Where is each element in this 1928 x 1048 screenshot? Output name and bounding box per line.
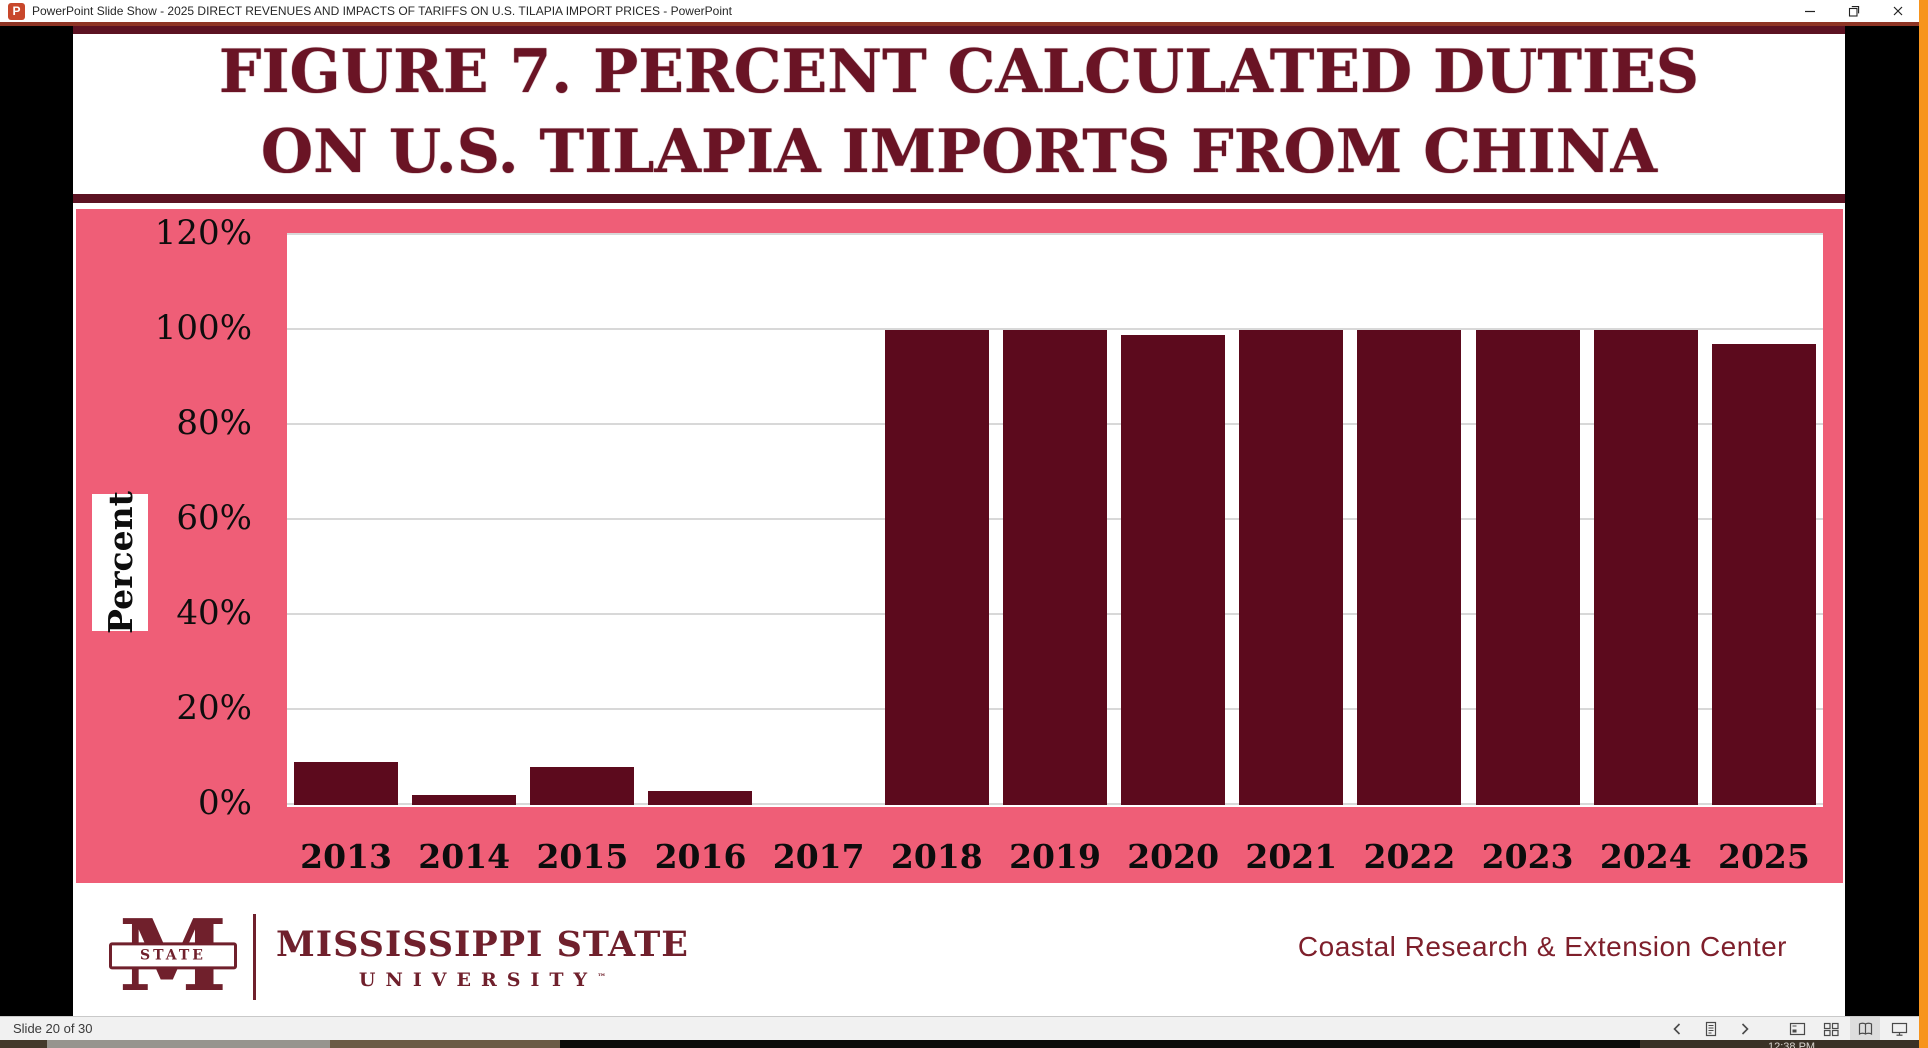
y-tick-label: 120% — [154, 213, 252, 253]
restore-icon — [1848, 6, 1860, 17]
x-tick-label-2024: 2024 — [1599, 837, 1692, 876]
slide-title-line-2: ON U.S. TILAPIA IMPORTS FROM CHINA — [260, 117, 1658, 187]
slide-show-view-button[interactable] — [1884, 1017, 1914, 1040]
x-tick-label-2017: 2017 — [772, 837, 865, 876]
bar-2022 — [1357, 330, 1462, 805]
taskbar-segment — [1640, 1040, 1928, 1048]
notes-button[interactable] — [1696, 1017, 1726, 1040]
close-icon — [1893, 6, 1903, 16]
slide-sorter-icon — [1823, 1022, 1839, 1036]
presentation-stage: FIGURE 7. PERCENT CALCULATED DUTIES ON U… — [0, 26, 1928, 1016]
msu-m-mark: M STATE — [109, 908, 237, 1006]
taskbar-sliver: 12:38 PM — [0, 1040, 1928, 1048]
msu-wordmark-line1: MISSISSIPPI STATE — [276, 923, 689, 965]
normal-view-icon — [1789, 1022, 1805, 1035]
x-tick-label-2022: 2022 — [1363, 837, 1456, 876]
taskbar-segment — [560, 1040, 1640, 1048]
reading-view-button[interactable] — [1850, 1017, 1880, 1040]
bar-2019 — [1002, 330, 1107, 805]
bar-2016 — [648, 791, 753, 805]
bar-2024 — [1593, 330, 1698, 805]
x-tick-label-2014: 2014 — [418, 837, 511, 876]
x-tick-label-2023: 2023 — [1481, 837, 1574, 876]
taskbar-segment — [330, 1040, 560, 1048]
x-tick-label-2021: 2021 — [1245, 837, 1338, 876]
previous-slide-button[interactable] — [1662, 1017, 1692, 1040]
y-axis-title-box: Percent — [92, 491, 148, 634]
x-tick-label-2025: 2025 — [1717, 837, 1810, 876]
slide-title: FIGURE 7. PERCENT CALCULATED DUTIES ON U… — [73, 32, 1845, 192]
normal-view-button[interactable] — [1782, 1017, 1812, 1040]
slide-indicator: Slide 20 of 30 — [13, 1021, 93, 1036]
trademark-symbol: ™ — [597, 972, 607, 983]
x-tick-label-2019: 2019 — [1009, 837, 1101, 876]
footer-center-name: Coastal Research & Extension Center — [1297, 931, 1787, 962]
x-tick-label-2015: 2015 — [536, 837, 629, 876]
close-button[interactable] — [1876, 0, 1920, 22]
x-tick-label-2013: 2013 — [300, 837, 392, 876]
plot-area — [287, 233, 1823, 807]
window-accent-line — [0, 22, 1928, 26]
y-tick-label: 80% — [176, 403, 252, 443]
x-tick-label-2016: 2016 — [654, 837, 747, 876]
window-titlebar: P PowerPoint Slide Show - 2025 DIRECT RE… — [0, 0, 1928, 22]
next-slide-button[interactable] — [1730, 1017, 1760, 1040]
taskbar-clock: 12:38 PM — [1768, 1041, 1816, 1048]
y-tick-label: 100% — [154, 308, 252, 348]
slide-title-line-1: FIGURE 7. PERCENT CALCULATED DUTIES — [218, 37, 1700, 107]
x-tick-label-2020: 2020 — [1127, 837, 1220, 876]
powerpoint-icon: P — [8, 3, 25, 20]
msu-university-text: UNIVERSITY — [358, 968, 598, 991]
msu-state-banner: STATE — [109, 942, 237, 970]
window-controls — [1788, 0, 1920, 22]
restore-button[interactable] — [1832, 0, 1876, 22]
msu-logo: M STATE MISSISSIPPI STATE UNIVERSITY™ — [109, 908, 689, 1006]
bar-2025 — [1711, 344, 1816, 805]
taskbar-segment — [47, 1040, 330, 1048]
msu-wordmark: MISSISSIPPI STATE UNIVERSITY™ — [276, 924, 689, 991]
slide-sorter-view-button[interactable] — [1816, 1017, 1846, 1040]
notes-icon — [1705, 1021, 1717, 1036]
slide-top-band — [73, 26, 1845, 34]
gridline — [287, 328, 1823, 330]
gridline — [287, 233, 1823, 235]
y-tick-label: 40% — [176, 593, 252, 633]
bar-2023 — [1475, 330, 1580, 805]
slide: FIGURE 7. PERCENT CALCULATED DUTIES ON U… — [73, 26, 1845, 1016]
minimize-button[interactable] — [1788, 0, 1832, 22]
status-bar: Slide 20 of 30 — [0, 1016, 1928, 1040]
minimize-icon — [1805, 10, 1815, 13]
msu-logo-divider — [253, 914, 256, 1000]
right-edge-orange-stripe — [1919, 0, 1928, 1048]
y-tick-label: 20% — [176, 688, 252, 728]
x-tick-label-2018: 2018 — [890, 837, 983, 876]
chart-panel: Percent 120% 100% 80% 60% 40% 20% 0% 2013 2014 20… — [76, 209, 1843, 883]
y-tick-label: 0% — [198, 783, 252, 823]
chevron-left-icon — [1673, 1022, 1681, 1035]
reading-view-icon — [1858, 1022, 1872, 1035]
bar-2013 — [294, 762, 398, 805]
slide-show-icon — [1891, 1022, 1907, 1036]
status-bar-icons — [1658, 1017, 1914, 1040]
bar-2018 — [884, 330, 989, 805]
y-tick-label: 60% — [176, 498, 252, 538]
bar-2021 — [1239, 330, 1344, 805]
bar-2020 — [1121, 335, 1226, 805]
window-title: PowerPoint Slide Show - 2025 DIRECT REVE… — [32, 4, 732, 18]
bar-2014 — [412, 795, 517, 805]
title-separator-band — [73, 194, 1845, 203]
taskbar-segment — [0, 1040, 47, 1048]
chevron-right-icon — [1741, 1022, 1749, 1035]
bar-2015 — [530, 767, 635, 805]
msu-wordmark-line2: UNIVERSITY™ — [276, 969, 689, 991]
